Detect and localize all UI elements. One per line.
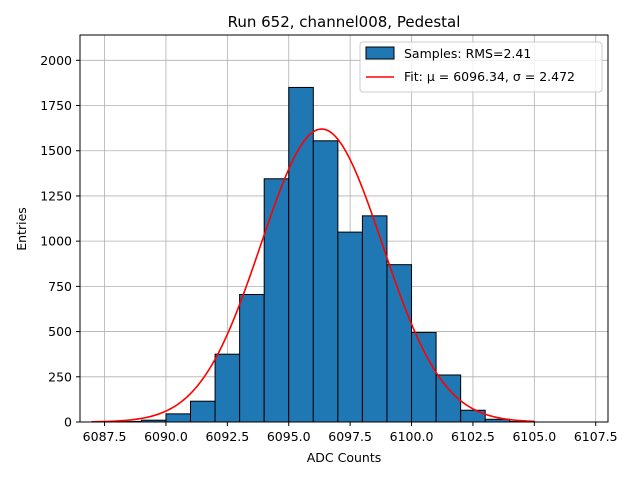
y-ticks: 0 250 500 750 1000 1250 1500 1750 2000	[40, 53, 80, 430]
x-tick-label: 6102.5	[451, 429, 495, 444]
histogram-bar	[312, 140, 339, 423]
y-tick-label: 1250	[40, 188, 72, 203]
x-tick-label: 6100.0	[390, 429, 434, 444]
x-tick-label: 6105.0	[512, 429, 556, 444]
legend-label-fit: Fit: μ = 6096.34, σ = 2.472	[404, 69, 575, 84]
histogram-bar	[288, 86, 314, 423]
y-tick-label: 1750	[40, 98, 72, 113]
fit-curve	[92, 128, 535, 423]
x-axis-label: ADC Counts	[307, 450, 382, 465]
x-tick-label: 6095.0	[267, 429, 311, 444]
histogram-bar	[411, 331, 437, 423]
x-tick-label: 6092.5	[205, 429, 249, 444]
x-tick-label: 6097.5	[328, 429, 372, 444]
chart-title: Run 652, channel008, Pedestal	[228, 13, 461, 31]
legend-label-samples: Samples: RMS=2.41	[404, 46, 531, 61]
histogram-bar	[386, 264, 413, 423]
legend: Samples: RMS=2.41 Fit: μ = 6096.34, σ = …	[359, 41, 603, 93]
y-tick-label: 0	[64, 415, 72, 430]
histogram	[91, 86, 535, 423]
histogram-bar	[435, 374, 462, 423]
y-tick-label: 250	[48, 369, 72, 384]
x-tick-label: 6087.5	[83, 429, 127, 444]
x-ticks: 6087.5 6090.0 6092.5 6095.0 6097.5 6100.0 6102…	[83, 422, 618, 444]
y-tick-label: 1500	[40, 143, 72, 158]
y-tick-label: 2000	[40, 53, 72, 68]
y-axis-label: Entries	[14, 207, 29, 251]
plot-frame	[79, 34, 609, 423]
histogram-bar	[337, 231, 363, 423]
histogram-bar	[165, 413, 192, 423]
legend-swatch-samples	[365, 46, 395, 60]
y-tick-label: 1000	[40, 234, 72, 249]
y-tick-label: 500	[48, 324, 72, 339]
histogram-bar	[239, 294, 265, 423]
histogram-bar	[190, 400, 216, 423]
histogram-bar	[263, 178, 290, 423]
y-tick-label: 750	[48, 279, 72, 294]
x-tick-label: 6090.0	[144, 429, 188, 444]
histogram-bar	[214, 353, 241, 423]
legend-box	[359, 41, 603, 93]
x-tick-label: 6107.5	[574, 429, 618, 444]
